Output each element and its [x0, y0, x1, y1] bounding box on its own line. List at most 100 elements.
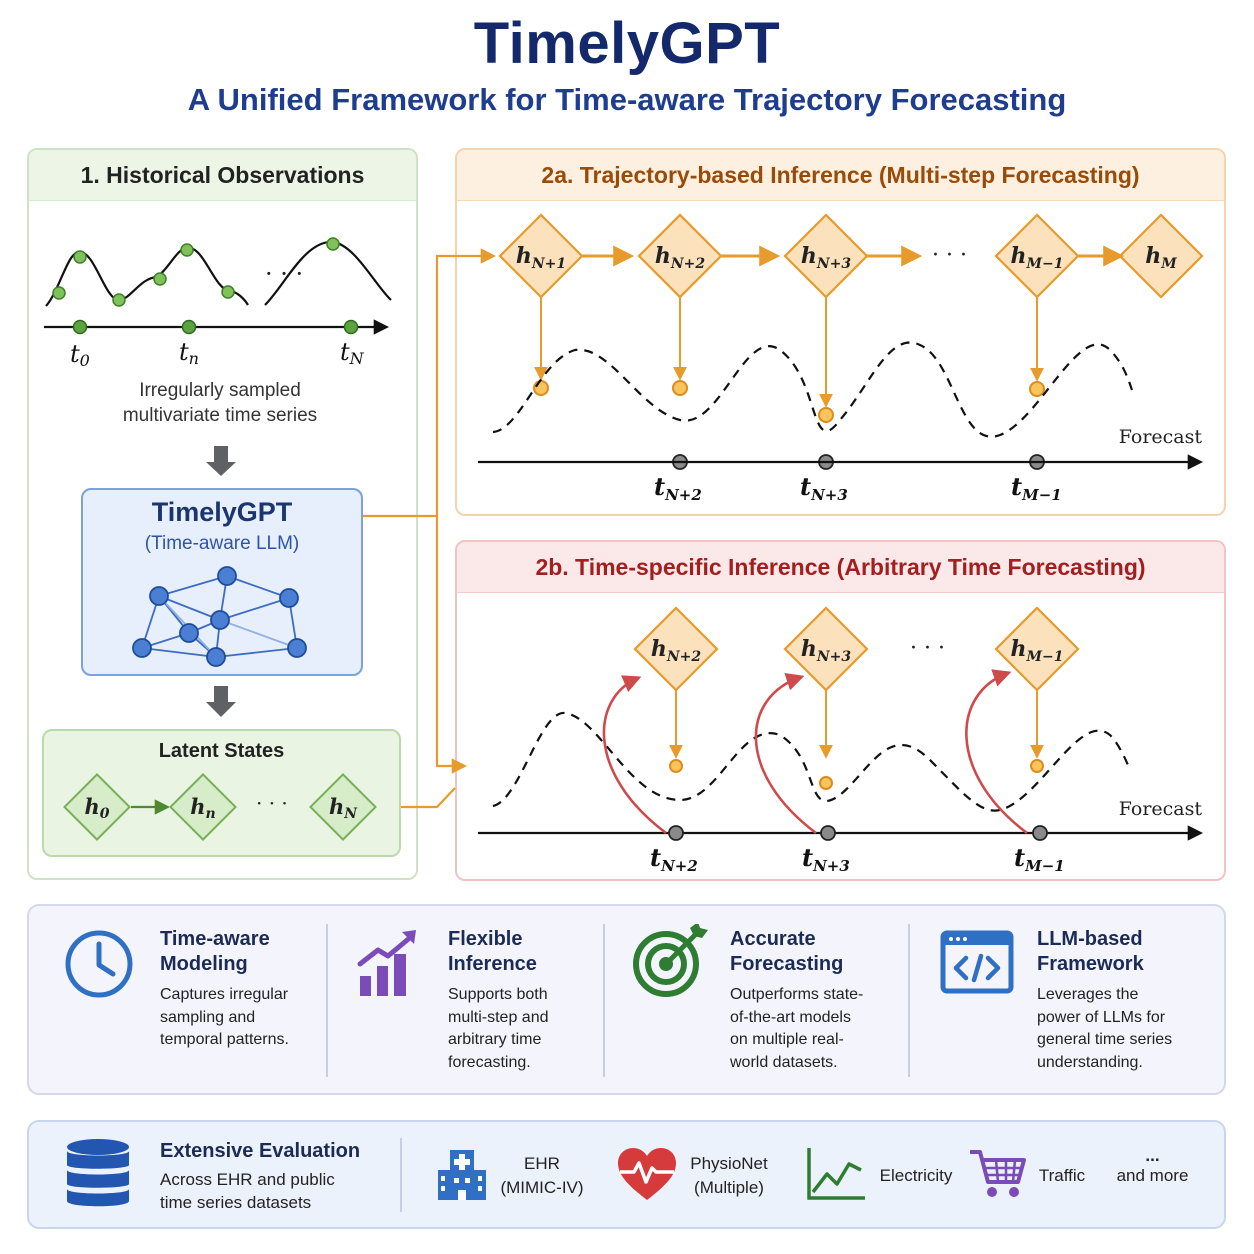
observation-point	[180, 243, 194, 257]
trajectory-state-1: hN+2	[637, 213, 723, 299]
tick-tn: tn	[179, 338, 199, 368]
trajectory-state-4: hM	[1118, 213, 1204, 299]
dataset-ehr: EHR (MIMIC-IV)	[500, 1154, 584, 1197]
trajectory-tick-0: tN+2	[654, 472, 702, 504]
observation-point	[52, 286, 66, 300]
latent-states-heading: Latent States	[158, 740, 285, 762]
trajectory-state-4-label: hM	[1145, 243, 1177, 272]
time-specific-tick-1-point	[820, 825, 836, 841]
forecast-label: Forecast	[1119, 426, 1203, 448]
dataset-more: ... and more	[1105, 1146, 1200, 1188]
forecast-point	[818, 407, 834, 423]
latent-states-chain: h0 hn · · · hN	[63, 773, 377, 841]
time-specific-state-0: hN+2	[633, 606, 719, 692]
feature-description: Leverages the power of LLMs for general ti…	[1037, 986, 1173, 1071]
query-time-arrow	[965, 669, 1028, 835]
tick-tN: tN	[340, 338, 365, 368]
code-window-icon	[940, 930, 1014, 994]
down-arrow-icon	[206, 446, 236, 476]
feature-accurate: Accurate Forecasting Outperforms state-of…	[730, 927, 900, 1074]
forecast-point	[819, 776, 833, 790]
time-specific-state-0-label: hN+2	[651, 636, 702, 665]
forecast-point	[533, 380, 549, 396]
observation-point	[153, 272, 167, 286]
historical-series-plot: · · · t0 tn tN	[44, 237, 392, 370]
time-specific-state-2-label: hM−1	[1011, 636, 1064, 665]
time-specific-state-1-label: hN+3	[801, 636, 852, 665]
time-specific-tick-0: tN+2	[650, 843, 698, 875]
time-specific-tick-2: tM−1	[1014, 843, 1065, 875]
evaluation-divider	[400, 1138, 402, 1212]
feature-time-aware: Time-aware Modeling Captures irregular sam…	[160, 927, 325, 1052]
trajectory-heading: 2a. Trajectory-based Inference (Multi-st…	[457, 150, 1224, 201]
line-chart-icon	[807, 1148, 865, 1200]
observation-point	[326, 237, 340, 251]
evaluation-description: Across EHR and public time series dataset…	[160, 1170, 335, 1212]
dataset-traffic: Traffic	[1038, 1166, 1086, 1185]
trajectory-state-0-label: hN+1	[516, 243, 566, 272]
time-specific-heading: 2b. Time-specific Inference (Arbitrary T…	[457, 542, 1224, 593]
trajectory-state-1-label: hN+2	[655, 243, 706, 272]
time-specific-tick-0-point	[668, 825, 684, 841]
feature-divider	[603, 924, 605, 1077]
trajectory-state-0: hN+1	[498, 213, 584, 299]
latent-state-hn-label: hn	[190, 794, 215, 822]
feature-title: Time-aware Modeling	[160, 928, 270, 975]
database-icon	[67, 1139, 129, 1207]
model-subtitle: (Time-aware LLM)	[144, 533, 300, 554]
feature-flexible: Flexible Inference Supports both multi-ste…	[448, 927, 598, 1074]
cart-icon	[970, 1150, 1026, 1197]
growth-chart-icon	[357, 930, 416, 996]
tick-t0: t0	[70, 340, 90, 370]
observation-point	[112, 293, 126, 307]
feature-description: Captures irregular sampling and temporal p…	[160, 986, 289, 1048]
trajectory-state-2: hN+3	[783, 213, 869, 299]
historical-heading: 1. Historical Observations	[29, 150, 416, 201]
historical-caption: Irregularly sampled multivariate time se…	[60, 378, 380, 428]
time-specific-panel: 2b. Time-specific Inference (Arbitrary T…	[455, 540, 1226, 881]
time-specific-diagram: Forecast hN+2 hN+3 hM−1 · · · tN+2 tN+3 tM−1	[478, 606, 1204, 875]
trajectory-state-3-label: hM−1	[1011, 243, 1064, 272]
network-graph-icon	[132, 566, 307, 667]
ellipsis-icon: ...	[1145, 1146, 1160, 1165]
page-title: TimelyGPT	[473, 11, 781, 76]
trajectory-state-3-shape	[994, 213, 1080, 299]
trajectory-ellipsis: · · ·	[932, 243, 967, 268]
feature-divider	[326, 924, 328, 1077]
trajectory-state-4-shape	[1118, 213, 1204, 299]
time-specific-dashed-curve	[492, 711, 1132, 812]
observation-point	[221, 285, 235, 299]
trajectory-tick-2: tM−1	[1011, 472, 1062, 504]
feature-description: Outperforms state-of-the-art models on mu…	[730, 986, 864, 1071]
time-specific-state-1: hN+3	[783, 606, 869, 692]
historical-ellipsis: · · ·	[265, 260, 303, 288]
axis-point	[343, 319, 359, 335]
forecast-point	[1030, 759, 1044, 773]
query-time-arrow	[602, 675, 667, 835]
feature-title: Accurate Forecasting	[730, 928, 844, 975]
evaluation-text: Extensive Evaluation Across EHR and publ…	[160, 1139, 390, 1214]
feature-title: LLM-based Framework	[1037, 928, 1144, 975]
diagram-canvas: · · · t0 tn tN h0 hn · · ·	[44, 213, 1204, 875]
feature-description: Supports both multi-step and arbitrary tim…	[448, 986, 549, 1071]
forecast-point	[669, 759, 683, 773]
trajectory-state-2-label: hN+3	[801, 243, 852, 272]
time-specific-state-2: hM−1	[994, 606, 1080, 692]
latent-state-hN-label: hN	[329, 794, 358, 822]
target-icon	[633, 924, 708, 997]
model-name: TimelyGPT	[151, 497, 293, 527]
axis-point	[72, 319, 88, 335]
latent-state-h0	[63, 773, 131, 841]
latent-ellipsis: · · ·	[256, 791, 288, 815]
caption-line-2: multivariate time series	[122, 405, 318, 426]
evaluation-title: Extensive Evaluation	[160, 1140, 361, 1162]
axis-point	[181, 319, 197, 335]
time-specific-tick-2-point	[1032, 825, 1048, 841]
caption-line-1: Irregularly sampled	[139, 380, 301, 401]
time-specific-tick-1: tN+3	[802, 843, 850, 875]
time-specific-forecast-label: Forecast	[1119, 798, 1203, 820]
dataset-electricity: Electricity	[879, 1166, 953, 1185]
heartbeat-icon	[618, 1148, 676, 1200]
time-specific-state-2-shape	[994, 606, 1080, 692]
forecast-point	[1029, 381, 1045, 397]
